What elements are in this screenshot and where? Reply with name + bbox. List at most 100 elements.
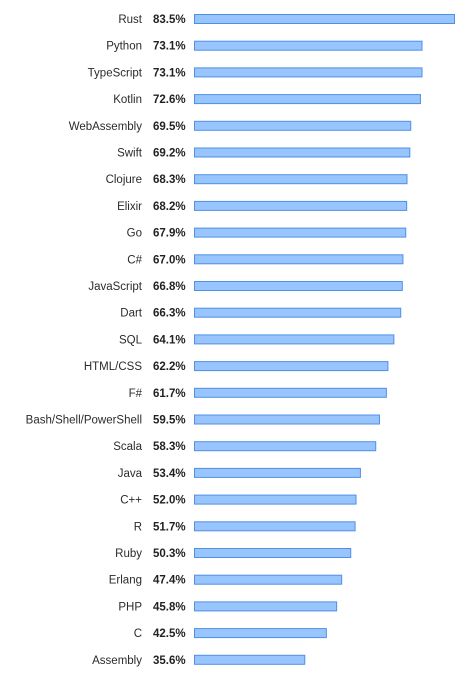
bar-row: C++ 52.0% [120, 494, 357, 507]
bar [194, 548, 352, 558]
value-label: 45.8% [153, 601, 186, 613]
bar [194, 441, 377, 452]
value-label: 58.3% [153, 441, 186, 453]
bar [194, 254, 404, 265]
category-label: Erlang [109, 575, 142, 587]
value-label: 69.2% [153, 148, 186, 160]
value-label: 72.6% [153, 94, 186, 106]
bar [194, 14, 455, 24]
bar-row: Ruby 50.3% [115, 548, 352, 560]
category-label: Scala [113, 441, 142, 453]
category-label: Ruby [115, 548, 142, 560]
value-label: 62.2% [153, 361, 186, 373]
category-label: C++ [120, 495, 142, 507]
bar-row: C# 67.0% [127, 254, 404, 266]
bar [194, 227, 407, 238]
category-label: Assembly [92, 655, 142, 667]
bar-row: PHP 45.8% [118, 601, 338, 613]
bar [194, 200, 408, 211]
bar [194, 94, 421, 105]
value-label: 59.5% [153, 415, 186, 427]
category-label: Dart [120, 308, 143, 320]
bar-row: WebAssembly 69.5% [69, 120, 412, 133]
category-label: Kotlin [113, 94, 142, 106]
bar [194, 67, 423, 78]
value-label: 47.4% [153, 575, 186, 587]
bar-row: Bash/Shell/PowerShell 59.5% [26, 414, 380, 427]
bar [194, 387, 387, 398]
bar [194, 334, 395, 345]
value-label: 73.1% [153, 41, 186, 53]
category-label: HTML/CSS [84, 361, 142, 373]
value-label: 69.5% [153, 121, 186, 133]
bar [194, 174, 408, 185]
bar [194, 574, 343, 585]
value-label: 67.0% [153, 254, 186, 266]
value-label: 68.2% [153, 201, 186, 213]
bar-row: Clojure 68.3% [106, 174, 408, 186]
category-label: SQL [119, 334, 143, 346]
bar [194, 307, 402, 318]
category-label: C# [127, 254, 142, 266]
category-label: C [134, 628, 142, 640]
bar-row: JavaScript 66.8% [88, 281, 403, 293]
bar-row: HTML/CSS 62.2% [84, 361, 389, 373]
value-label: 52.0% [153, 495, 186, 507]
category-label: PHP [118, 601, 142, 613]
bar [194, 628, 327, 639]
bar-row: TypeScript 73.1% [88, 67, 423, 79]
bar-row: Assembly 35.6% [92, 654, 306, 667]
category-label: Go [127, 228, 142, 240]
category-label: WebAssembly [69, 121, 143, 133]
category-label: Clojure [106, 174, 142, 186]
bar [194, 521, 356, 532]
bar [194, 40, 423, 51]
category-label: Elixir [117, 201, 142, 213]
value-label: 67.9% [153, 228, 186, 240]
value-label: 50.3% [153, 548, 186, 560]
bar [194, 494, 357, 505]
bar-row: Java 53.4% [118, 467, 361, 480]
category-label: Python [106, 41, 142, 53]
bar [194, 414, 380, 425]
category-label: Java [118, 468, 143, 480]
value-label: 35.6% [153, 655, 186, 667]
bar-row: C 42.5% [134, 628, 327, 640]
category-label: F# [129, 388, 143, 400]
category-label: R [134, 521, 142, 533]
bar-row: Kotlin 72.6% [113, 94, 421, 106]
bar-row: Python 73.1% [106, 40, 423, 53]
bar [194, 601, 338, 612]
value-label: 42.5% [153, 628, 186, 640]
category-label: Rust [118, 14, 142, 26]
bar-row: Swift 69.2% [117, 147, 411, 160]
value-label: 66.8% [153, 281, 186, 293]
bar-row: Elixir 68.2% [117, 200, 408, 213]
bar-row: Rust 83.5% [118, 14, 455, 26]
value-label: 68.3% [153, 174, 186, 186]
bar-row: Go 67.9% [127, 227, 407, 240]
category-label: JavaScript [88, 281, 142, 293]
bar [194, 147, 411, 158]
value-label: 53.4% [153, 468, 186, 480]
bar-row: Dart 66.3% [120, 307, 402, 320]
bar [194, 361, 389, 372]
bar-row: R 51.7% [134, 521, 356, 533]
value-label: 61.7% [153, 388, 186, 400]
bar [194, 467, 361, 478]
category-label: Swift [117, 148, 143, 160]
bar [194, 281, 403, 291]
bar [194, 654, 306, 665]
category-label: Bash/Shell/PowerShell [26, 415, 142, 427]
bar [194, 120, 412, 131]
category-label: TypeScript [88, 67, 143, 79]
bar-row: SQL 64.1% [119, 334, 395, 346]
value-label: 83.5% [153, 14, 186, 26]
value-label: 51.7% [153, 521, 186, 533]
bar-row: Erlang 47.4% [109, 574, 343, 587]
value-label: 66.3% [153, 308, 186, 320]
value-label: 64.1% [153, 334, 186, 346]
bar-row: F# 61.7% [129, 387, 387, 400]
value-label: 73.1% [153, 67, 186, 79]
